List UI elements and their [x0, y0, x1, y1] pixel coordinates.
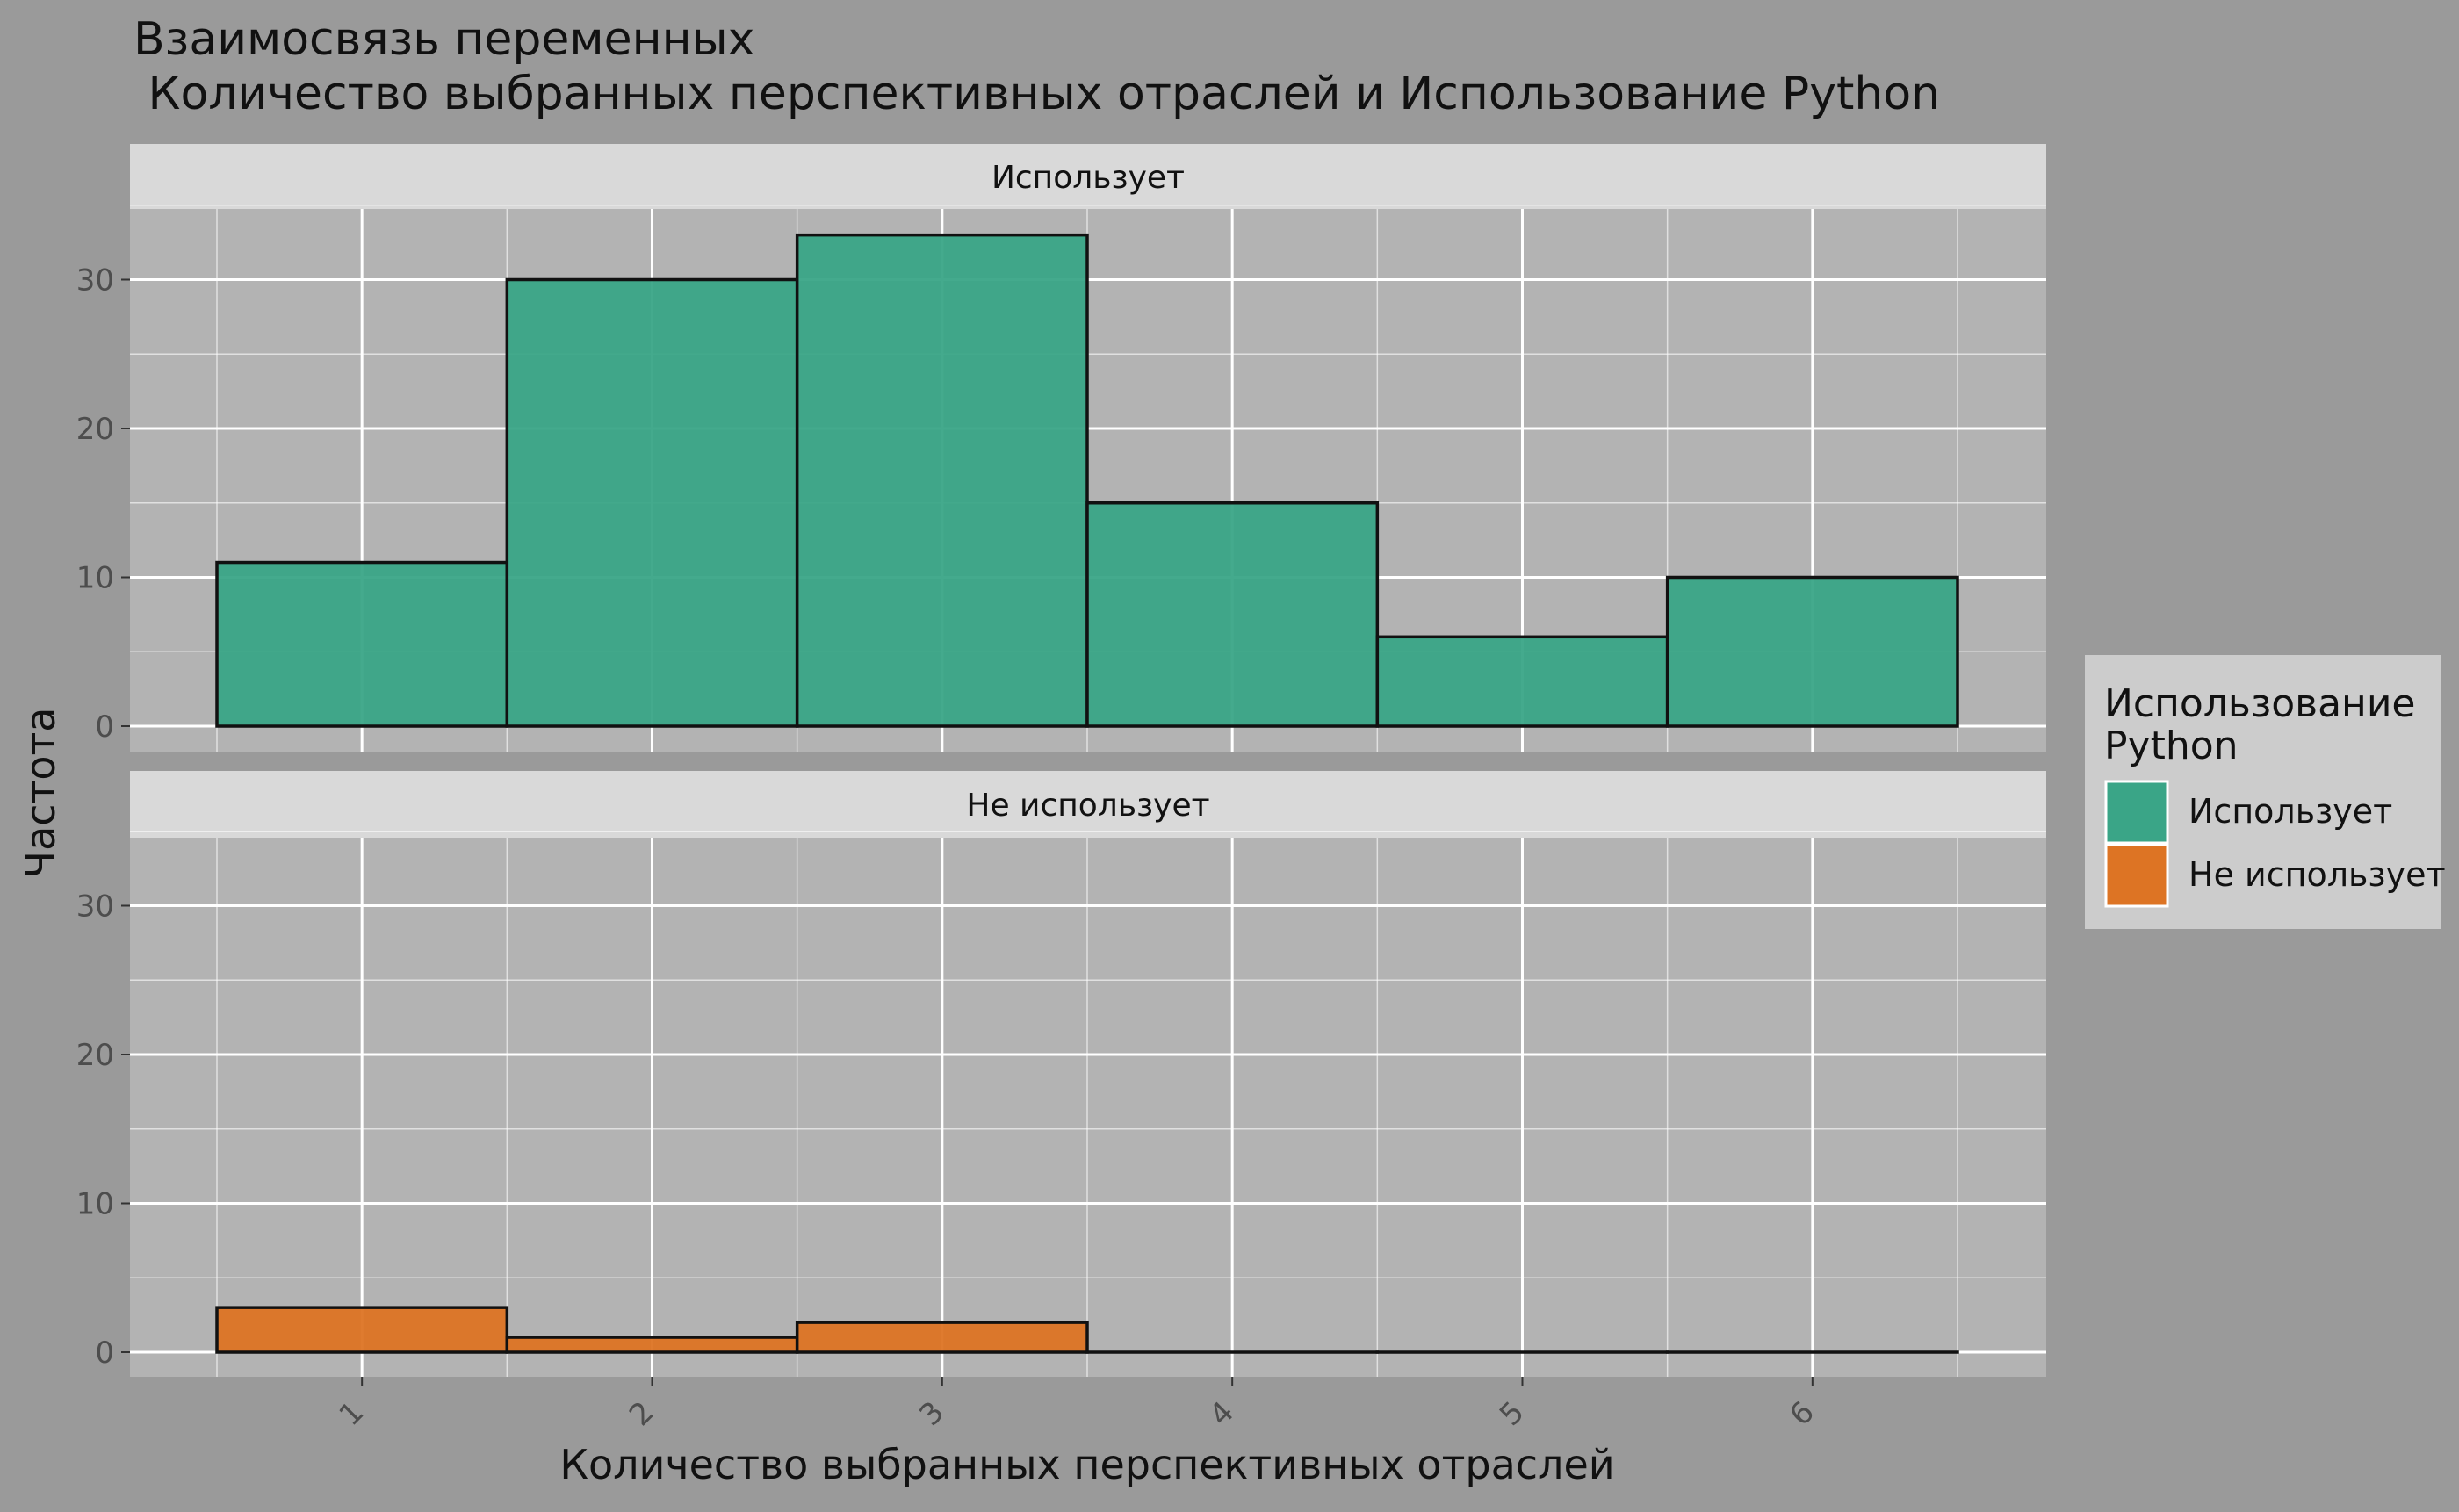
bar	[217, 1307, 507, 1352]
legend-label: Не использует	[2189, 855, 2446, 894]
y-tick-label: 0	[95, 709, 114, 745]
facet-panel-1: Использует 0 10 20 30	[76, 144, 2046, 752]
legend-swatch	[2106, 781, 2167, 843]
facet-strip-label: Не использует	[966, 788, 1209, 824]
legend-label: Использует	[2189, 792, 2392, 831]
x-axis-title: Количество выбранных перспективных отрас…	[559, 1441, 1614, 1488]
bar	[797, 235, 1087, 726]
x-tick-label: 1	[333, 1394, 371, 1433]
y-tick-label: 30	[76, 263, 114, 299]
y-tick-label: 0	[95, 1336, 114, 1371]
x-axis-ticks: 1 2 3 4 5 6	[333, 1377, 1821, 1433]
x-tick-label: 6	[1783, 1394, 1821, 1433]
y-tick-label: 10	[76, 1187, 114, 1222]
facet-strip-label: Использует	[992, 160, 1185, 196]
legend-title-line2: Python	[2104, 724, 2239, 768]
bar	[217, 563, 507, 726]
chart-title-line2: Количество выбранных перспективных отрас…	[133, 68, 1940, 120]
bar	[507, 1337, 797, 1352]
chart-title-line1: Взаимосвязь переменных	[133, 13, 754, 66]
bar	[507, 280, 797, 727]
x-tick-label: 5	[1493, 1394, 1532, 1433]
panels: Использует 0 10 20 30 Не использует 0 10 20 30	[76, 144, 2046, 1377]
bar	[1377, 637, 1667, 726]
x-tick-label: 3	[912, 1394, 951, 1433]
bar	[1087, 503, 1377, 726]
x-tick-label: 2	[623, 1394, 661, 1433]
panel-background	[130, 838, 2046, 1377]
bar	[1668, 578, 1958, 727]
y-axis-title: Частота	[17, 708, 64, 879]
legend-swatch	[2106, 845, 2167, 906]
facet-panel-2: Не использует 0 10 20 30	[76, 771, 2046, 1377]
bar	[797, 1322, 1087, 1352]
y-tick-label: 20	[76, 1038, 114, 1073]
y-tick-label: 30	[76, 889, 114, 925]
y-tick-label: 20	[76, 412, 114, 447]
y-tick-label: 10	[76, 561, 114, 596]
legend-title-line1: Использование	[2104, 681, 2416, 726]
x-tick-label: 4	[1203, 1394, 1242, 1433]
